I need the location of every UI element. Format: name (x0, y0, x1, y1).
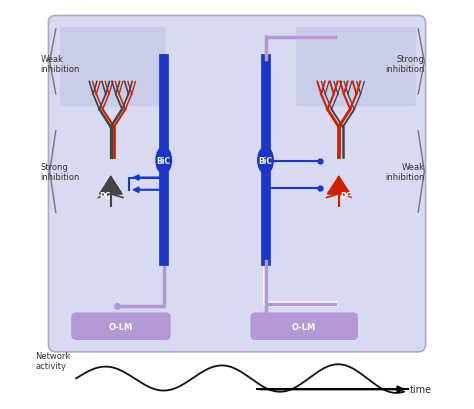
Text: BiC: BiC (258, 156, 273, 165)
Ellipse shape (156, 148, 172, 174)
Text: O-LM: O-LM (109, 322, 133, 331)
FancyBboxPatch shape (71, 312, 171, 340)
Ellipse shape (258, 148, 273, 174)
Text: time: time (410, 384, 432, 394)
FancyBboxPatch shape (296, 28, 416, 107)
Text: PC: PC (340, 191, 351, 200)
Text: Strong
inhibition: Strong inhibition (385, 55, 424, 74)
Text: PC: PC (99, 191, 110, 200)
Text: Network
activity: Network activity (36, 351, 71, 371)
Text: BiC: BiC (157, 156, 171, 165)
Text: Strong
inhibition: Strong inhibition (41, 162, 80, 182)
FancyBboxPatch shape (48, 16, 426, 352)
FancyBboxPatch shape (60, 28, 166, 107)
Polygon shape (100, 177, 122, 194)
Text: O-LM: O-LM (292, 322, 316, 331)
FancyBboxPatch shape (250, 312, 358, 340)
Text: Weak
inhibition: Weak inhibition (41, 55, 80, 74)
Text: Weak
inhibition: Weak inhibition (385, 162, 424, 182)
Polygon shape (328, 177, 350, 194)
